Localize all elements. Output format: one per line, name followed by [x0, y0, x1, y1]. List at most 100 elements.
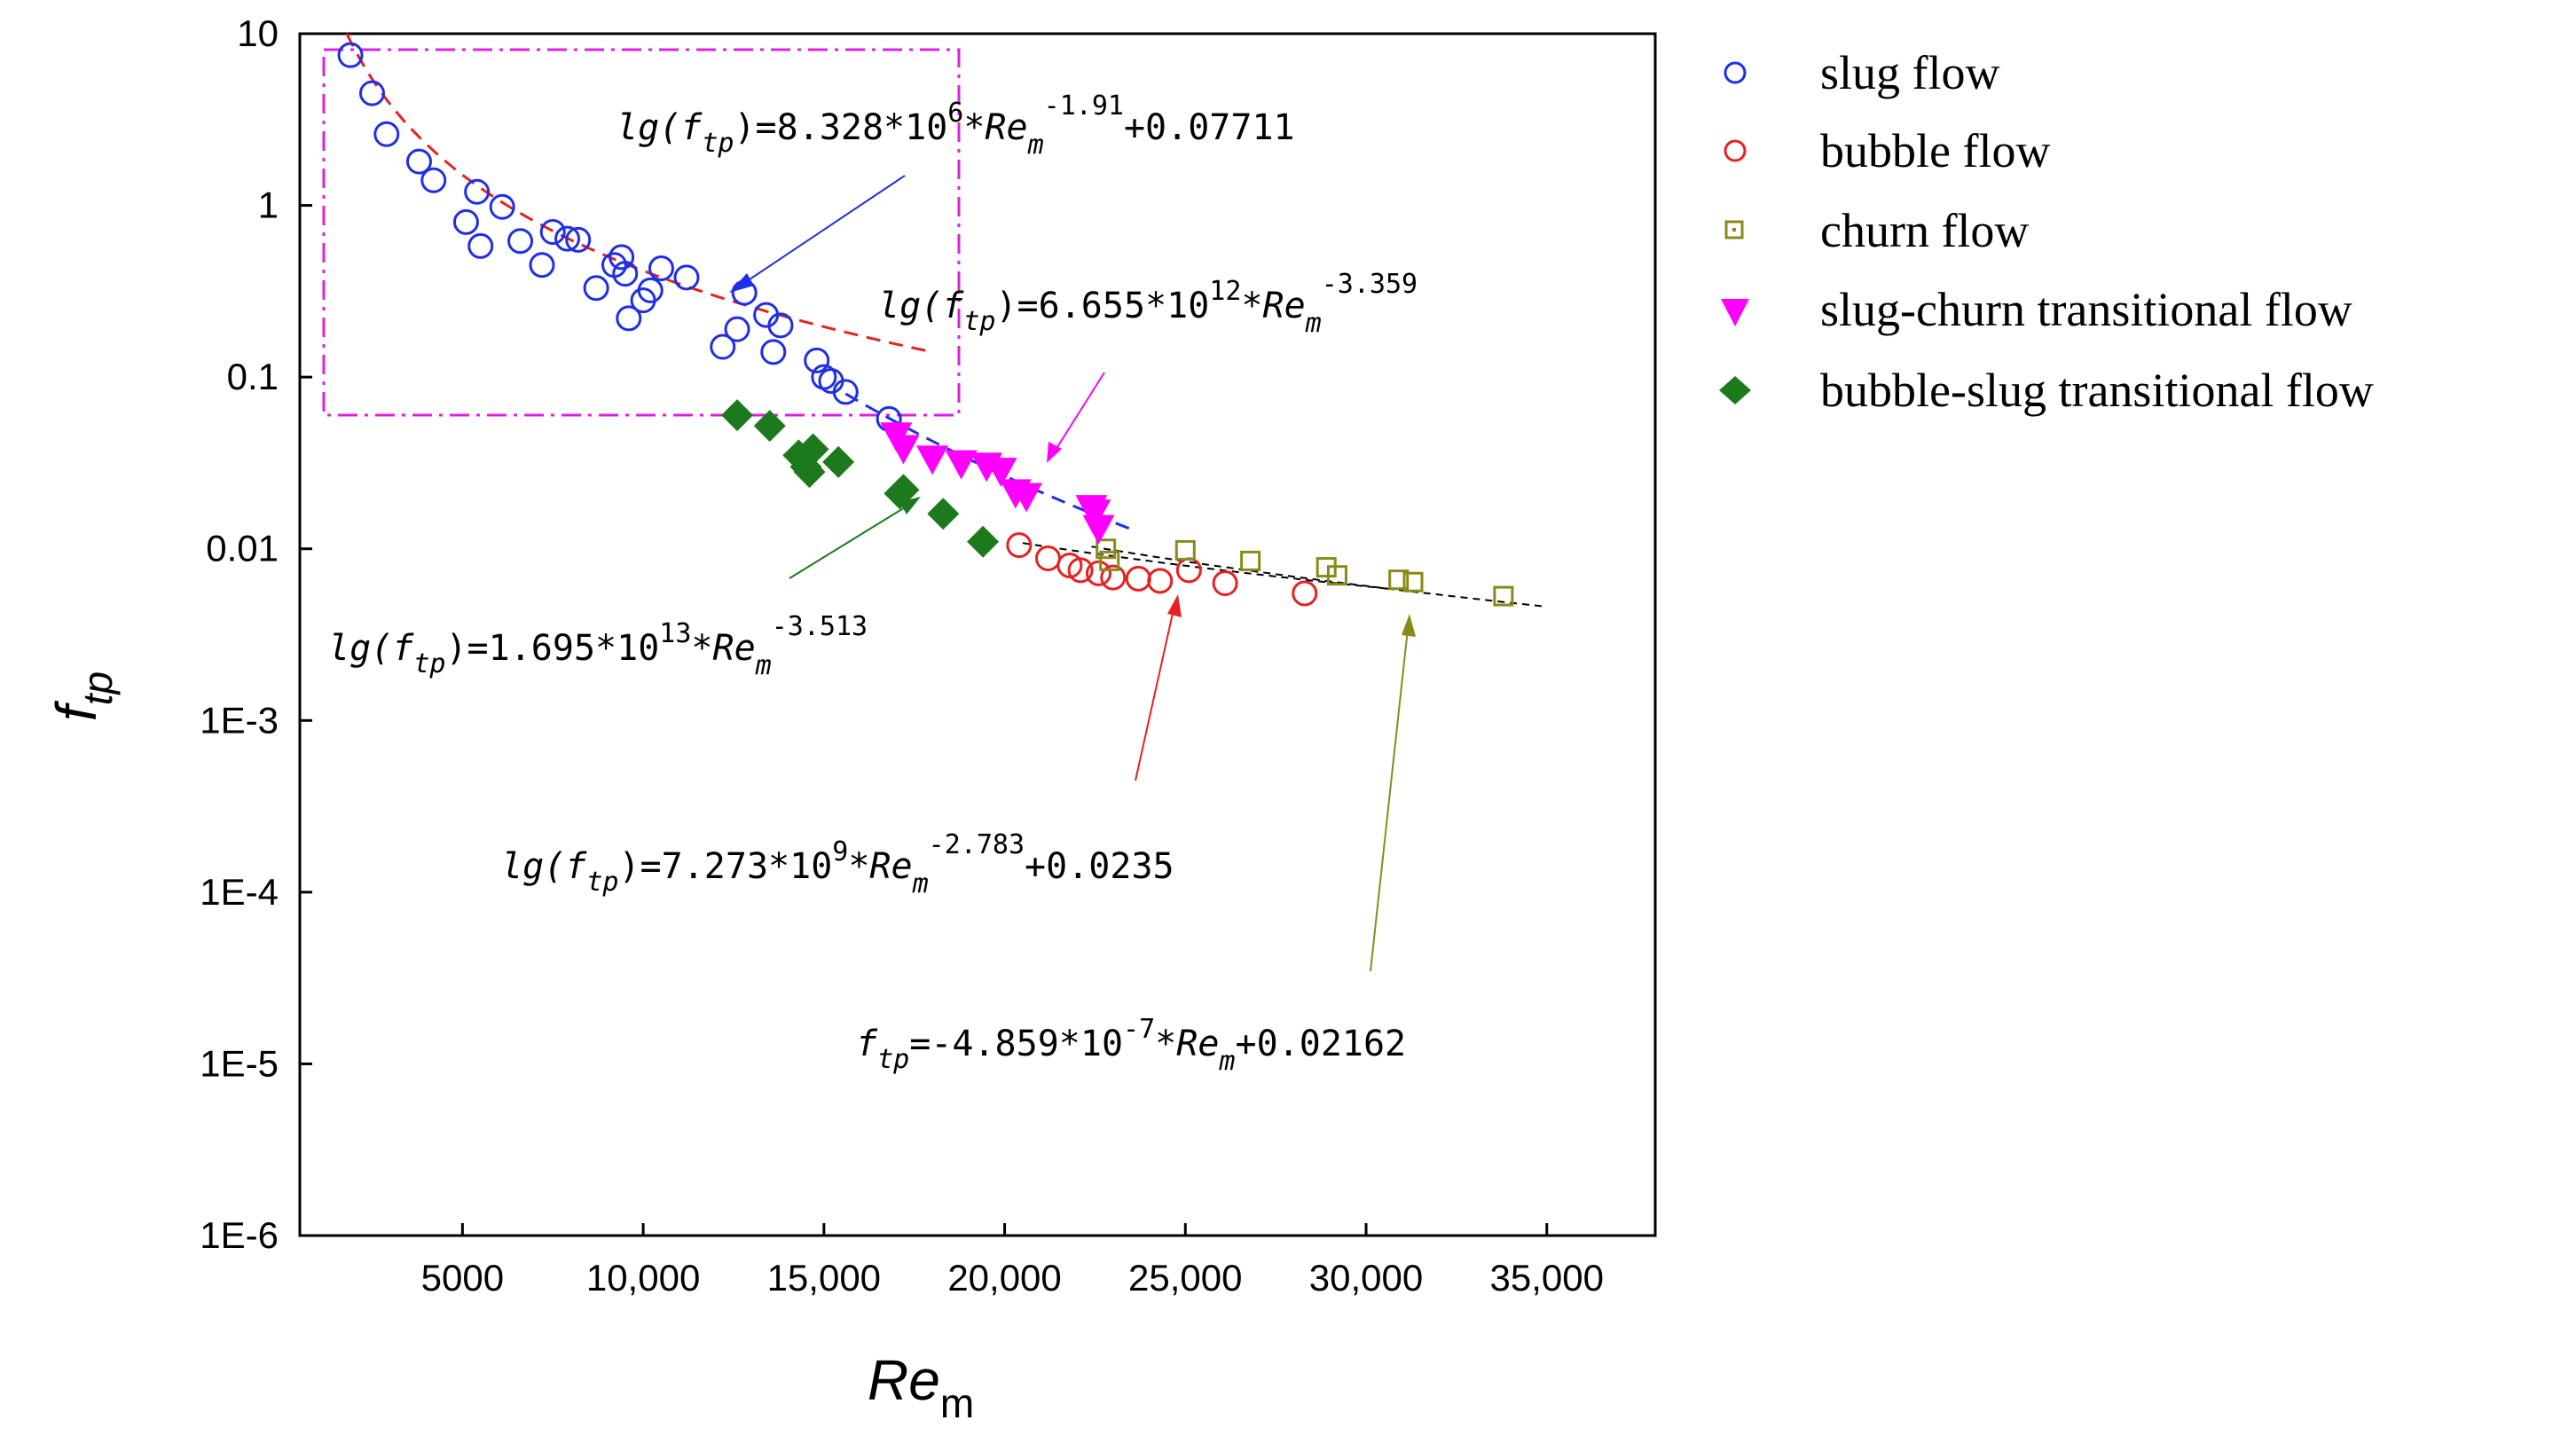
equation-slug: lg(ftp)=8.328*106*Rem-1.91+0.07711: [617, 90, 1295, 161]
fit-line: [844, 392, 1132, 531]
fit-line: [1022, 542, 1395, 591]
data-point-churn-flow: [1493, 585, 1514, 607]
data-point-churn-flow: [1388, 569, 1410, 591]
legend-item-slug-churn: slug-churn transitional flow: [1721, 283, 2352, 336]
y-tick-label: 1E-4: [200, 871, 279, 913]
equation-bubble-slug: lg(ftp)=1.695*1013*Rem-3.513: [328, 611, 868, 681]
data-point-slug-flow: [804, 347, 830, 373]
arrow-bubble-slug: [789, 501, 915, 579]
data-point-slug-flow: [583, 275, 609, 302]
y-tick-label: 1E-5: [200, 1042, 279, 1084]
data-point-bubble-slug-transitional-flow: [967, 525, 1000, 558]
x-tick-label: 20,000: [947, 1257, 1061, 1299]
data-point-slug-flow: [467, 232, 494, 259]
data-point-bubble-slug-transitional-flow: [797, 433, 829, 466]
arrowhead-bubble-slug: [899, 497, 921, 514]
data-point-slug-churn-transitional-flow: [985, 458, 1017, 488]
data-point-churn-flow: [1174, 539, 1196, 561]
legend-label-bubble-flow: bubble flow: [1820, 124, 2050, 177]
x-tick-label: 5000: [421, 1257, 504, 1299]
data-point-bubble-slug-transitional-flow: [753, 410, 786, 443]
x-tick-label: 25,000: [1128, 1257, 1242, 1299]
data-point-slug-flow: [539, 219, 566, 246]
data-point-slug-flow: [673, 264, 700, 291]
data-point-slug-flow: [452, 208, 479, 235]
data-point-slug-flow: [464, 178, 491, 205]
data-point-bubble-slug-transitional-flow: [887, 474, 920, 506]
x-tick-label: 30,000: [1309, 1257, 1423, 1299]
data-point-slug-churn-transitional-flow: [887, 435, 920, 465]
data-point-slug-churn-transitional-flow: [1010, 483, 1043, 513]
data-point-churn-flow: [1402, 571, 1424, 593]
y-tick-label: 10: [237, 12, 279, 54]
y-tick-label: 0.1: [227, 356, 279, 397]
data-point-bubble-flow: [1034, 545, 1061, 571]
data-point-bubble-flow: [1100, 564, 1127, 591]
arrow-slug-churn: [1050, 372, 1105, 458]
arrow-bubble: [1135, 600, 1176, 781]
data-point-slug-flow: [554, 225, 581, 252]
data-point-slug-churn-transitional-flow: [1082, 514, 1115, 545]
data-point-bubble-flow: [1125, 565, 1151, 592]
x-tick-label: 35,000: [1490, 1257, 1604, 1299]
data-point-slug-flow: [565, 226, 592, 253]
legend-marker-slug-flow: [1724, 61, 1747, 84]
legend-label-churn-flow: churn flow: [1820, 204, 2029, 257]
x-axis-title: Rem: [868, 1348, 974, 1426]
legend-label-slug-churn: slug-churn transitional flow: [1820, 283, 2352, 336]
data-point-slug-flow: [724, 316, 750, 342]
data-point-bubble-slug-transitional-flow: [822, 445, 855, 478]
data-point-slug-flow: [832, 379, 859, 405]
data-point-slug-churn-transitional-flow: [916, 445, 949, 475]
legend-item-bubble-slug: bubble-slug transitional flow: [1719, 364, 2374, 417]
y-tick-label: 1E-3: [200, 699, 279, 741]
data-point-slug-flow: [760, 339, 787, 365]
data-point-slug-flow: [489, 193, 515, 220]
data-point-slug-flow: [529, 252, 555, 279]
arrowhead-slug: [729, 273, 754, 293]
legend-marker-churn-flow: [1724, 220, 1744, 239]
x-tick-label: 15,000: [767, 1257, 881, 1299]
data-point-bubble-slug-transitional-flow: [927, 498, 960, 530]
data-point-bubble-slug-transitional-flow: [721, 399, 754, 432]
legend-marker-slug-churn: [1721, 299, 1749, 326]
axis-ticks: 5000 10,000 15,000 20,000 25,000 30,000 35,000…: [200, 12, 1604, 1299]
arrow-slug: [735, 175, 906, 289]
legend-label-slug-flow: slug flow: [1820, 46, 2000, 99]
legend-marker-churn-dot: [1732, 228, 1736, 232]
data-point-slug-flow: [420, 167, 447, 193]
plot-frame: [298, 32, 1657, 1237]
legend: slug flow bubble flow churn flow slug-ch…: [1719, 46, 2374, 417]
data-point-slug-flow: [767, 312, 794, 339]
equation-slug-churn: lg(ftp)=6.655*1012*Rem-3.359: [878, 269, 1418, 339]
fit-line: [1091, 545, 1547, 608]
legend-marker-bubble-slug: [1719, 376, 1751, 404]
data-point-bubble-slug-transitional-flow: [793, 456, 826, 489]
data-point-slug-flow: [609, 244, 635, 271]
data-point-slug-churn-transitional-flow: [945, 450, 978, 480]
arrowhead-bubble: [1167, 594, 1182, 617]
highlight-box: [322, 48, 961, 417]
data-point-bubble-flow: [1147, 568, 1174, 594]
arrowhead-churn: [1402, 614, 1416, 637]
legend-label-bubble-slug: bubble-slug transitional flow: [1820, 364, 2374, 417]
data-point-bubble-flow: [1212, 570, 1238, 597]
y-tick-label: 1: [258, 184, 279, 226]
data-point-slug-flow: [637, 277, 664, 303]
data-point-slug-flow: [507, 228, 534, 255]
data-point-churn-flow: [1096, 538, 1117, 560]
arrowhead-slug-churn: [1047, 442, 1062, 463]
equation-churn: ftp=-4.859*10-7*Rem+0.02162: [856, 1014, 1406, 1077]
data-point-slug-churn-transitional-flow: [1079, 499, 1111, 530]
data-point-slug-flow: [612, 261, 639, 287]
y-axis-title: ftp: [44, 671, 121, 721]
data-point-bubble-flow: [1086, 560, 1112, 586]
annotation-arrows: [729, 175, 1416, 972]
data-point-churn-flow: [1240, 550, 1261, 571]
data-point-bubble-flow: [1292, 580, 1318, 607]
y-tick-label: 0.01: [206, 528, 279, 569]
data-point-bubble-flow: [1175, 557, 1202, 584]
legend-marker-bubble-flow: [1724, 139, 1747, 162]
legend-item-churn-flow: churn flow: [1724, 204, 2029, 257]
